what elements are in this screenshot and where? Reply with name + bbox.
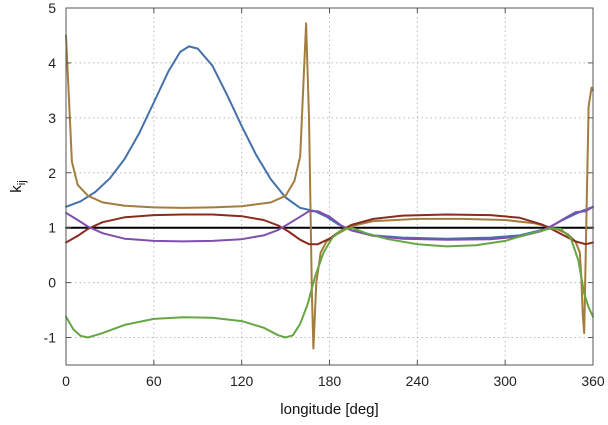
x-axis-label: longitude [deg] (280, 401, 378, 418)
x-tick-label: 120 (230, 373, 254, 389)
y-axis-label-subscript: ij (16, 180, 28, 185)
y-tick-label: 3 (48, 110, 56, 126)
y-tick-label: -1 (44, 330, 57, 346)
y-tick-label: 0 (48, 275, 56, 291)
y-tick-label: 4 (48, 55, 56, 71)
x-tick-label: 240 (406, 373, 430, 389)
y-tick-label: 1 (48, 220, 56, 236)
series-group (65, 22, 594, 350)
tick-labels: 0 60 120 180 240 300 360 -1 0 1 2 3 4 5 (44, 0, 605, 389)
series-line-4 (65, 213, 594, 246)
y-axis-label-main: k (8, 185, 25, 193)
grid-lines (66, 8, 593, 365)
x-tick-label: 300 (493, 373, 517, 389)
y-axis-label: kij (8, 180, 28, 192)
series-line-2 (65, 45, 594, 240)
x-tick-label: 60 (146, 373, 162, 389)
y-tick-label: 5 (48, 0, 56, 16)
y-tick-label: 2 (48, 165, 56, 181)
plot-area (66, 8, 593, 365)
x-tick-label: 180 (318, 373, 342, 389)
x-tick-label: 360 (581, 373, 605, 389)
x-tick-label: 0 (62, 373, 70, 389)
series-line-6 (65, 226, 594, 339)
